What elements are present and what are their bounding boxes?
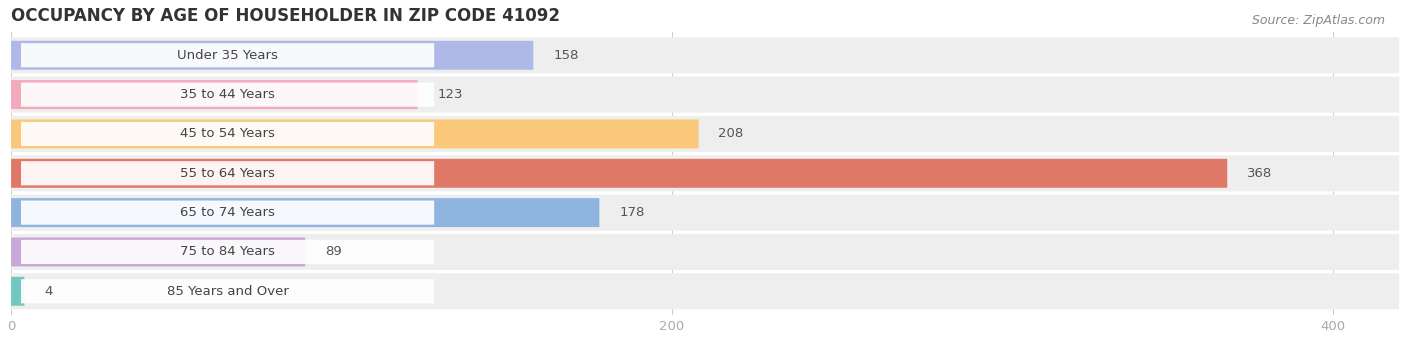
FancyBboxPatch shape: [11, 80, 418, 109]
FancyBboxPatch shape: [11, 198, 599, 227]
FancyBboxPatch shape: [21, 201, 434, 225]
FancyBboxPatch shape: [11, 273, 1399, 309]
Text: 368: 368: [1247, 167, 1272, 180]
Text: Source: ZipAtlas.com: Source: ZipAtlas.com: [1251, 14, 1385, 27]
Text: Under 35 Years: Under 35 Years: [177, 49, 278, 62]
Text: 75 to 84 Years: 75 to 84 Years: [180, 245, 276, 258]
Text: 45 to 54 Years: 45 to 54 Years: [180, 128, 276, 140]
FancyBboxPatch shape: [21, 240, 434, 264]
FancyBboxPatch shape: [21, 161, 434, 185]
FancyBboxPatch shape: [21, 83, 434, 107]
Text: 85 Years and Over: 85 Years and Over: [167, 285, 288, 298]
FancyBboxPatch shape: [11, 37, 1399, 73]
FancyBboxPatch shape: [11, 277, 24, 306]
Text: 123: 123: [437, 88, 463, 101]
FancyBboxPatch shape: [11, 41, 533, 70]
FancyBboxPatch shape: [21, 122, 434, 146]
Text: 55 to 64 Years: 55 to 64 Years: [180, 167, 276, 180]
FancyBboxPatch shape: [11, 159, 1227, 188]
Text: 4: 4: [44, 285, 52, 298]
FancyBboxPatch shape: [11, 116, 1399, 152]
FancyBboxPatch shape: [11, 237, 305, 267]
FancyBboxPatch shape: [11, 119, 699, 149]
FancyBboxPatch shape: [21, 43, 434, 67]
Text: 65 to 74 Years: 65 to 74 Years: [180, 206, 276, 219]
Text: OCCUPANCY BY AGE OF HOUSEHOLDER IN ZIP CODE 41092: OCCUPANCY BY AGE OF HOUSEHOLDER IN ZIP C…: [11, 7, 560, 25]
FancyBboxPatch shape: [11, 155, 1399, 191]
Text: 158: 158: [553, 49, 578, 62]
FancyBboxPatch shape: [11, 234, 1399, 270]
FancyBboxPatch shape: [11, 76, 1399, 113]
Text: 178: 178: [619, 206, 644, 219]
FancyBboxPatch shape: [21, 279, 434, 303]
Text: 208: 208: [718, 128, 744, 140]
FancyBboxPatch shape: [11, 194, 1399, 231]
Text: 89: 89: [325, 245, 342, 258]
Text: 35 to 44 Years: 35 to 44 Years: [180, 88, 276, 101]
